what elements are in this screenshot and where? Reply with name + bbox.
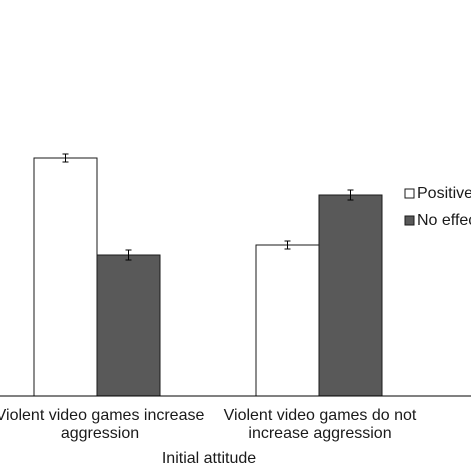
error-bar-1-1 (347, 189, 354, 201)
bars-layer (33, 153, 383, 397)
category-label-0-line-0: Violent video games increase (0, 407, 204, 424)
category-label-1-line-1: increase aggression (248, 425, 391, 442)
legend-item-1: No effect (404, 212, 471, 229)
bar-positive-0 (33, 157, 98, 397)
legend: Positive No effect (404, 185, 471, 229)
legend-swatch-1 (404, 215, 415, 226)
legend-label-1: No effect (417, 212, 471, 229)
category-label-1-line-0: Violent video games do not (224, 407, 417, 424)
error-bar-0-0 (62, 153, 69, 163)
bar-positive-1 (255, 244, 320, 397)
bar-no-effect-1 (318, 194, 383, 397)
bar-no-effect-0 (96, 254, 161, 397)
x-axis-title: Initial attitude (162, 450, 256, 467)
error-bar-1-0 (125, 249, 132, 261)
legend-item-0: Positive (404, 185, 471, 202)
category-label-0-line-1: aggression (61, 425, 139, 442)
legend-label-0: Positive (417, 185, 471, 202)
legend-swatch-0 (404, 188, 415, 199)
error-bar-0-1 (284, 240, 291, 250)
